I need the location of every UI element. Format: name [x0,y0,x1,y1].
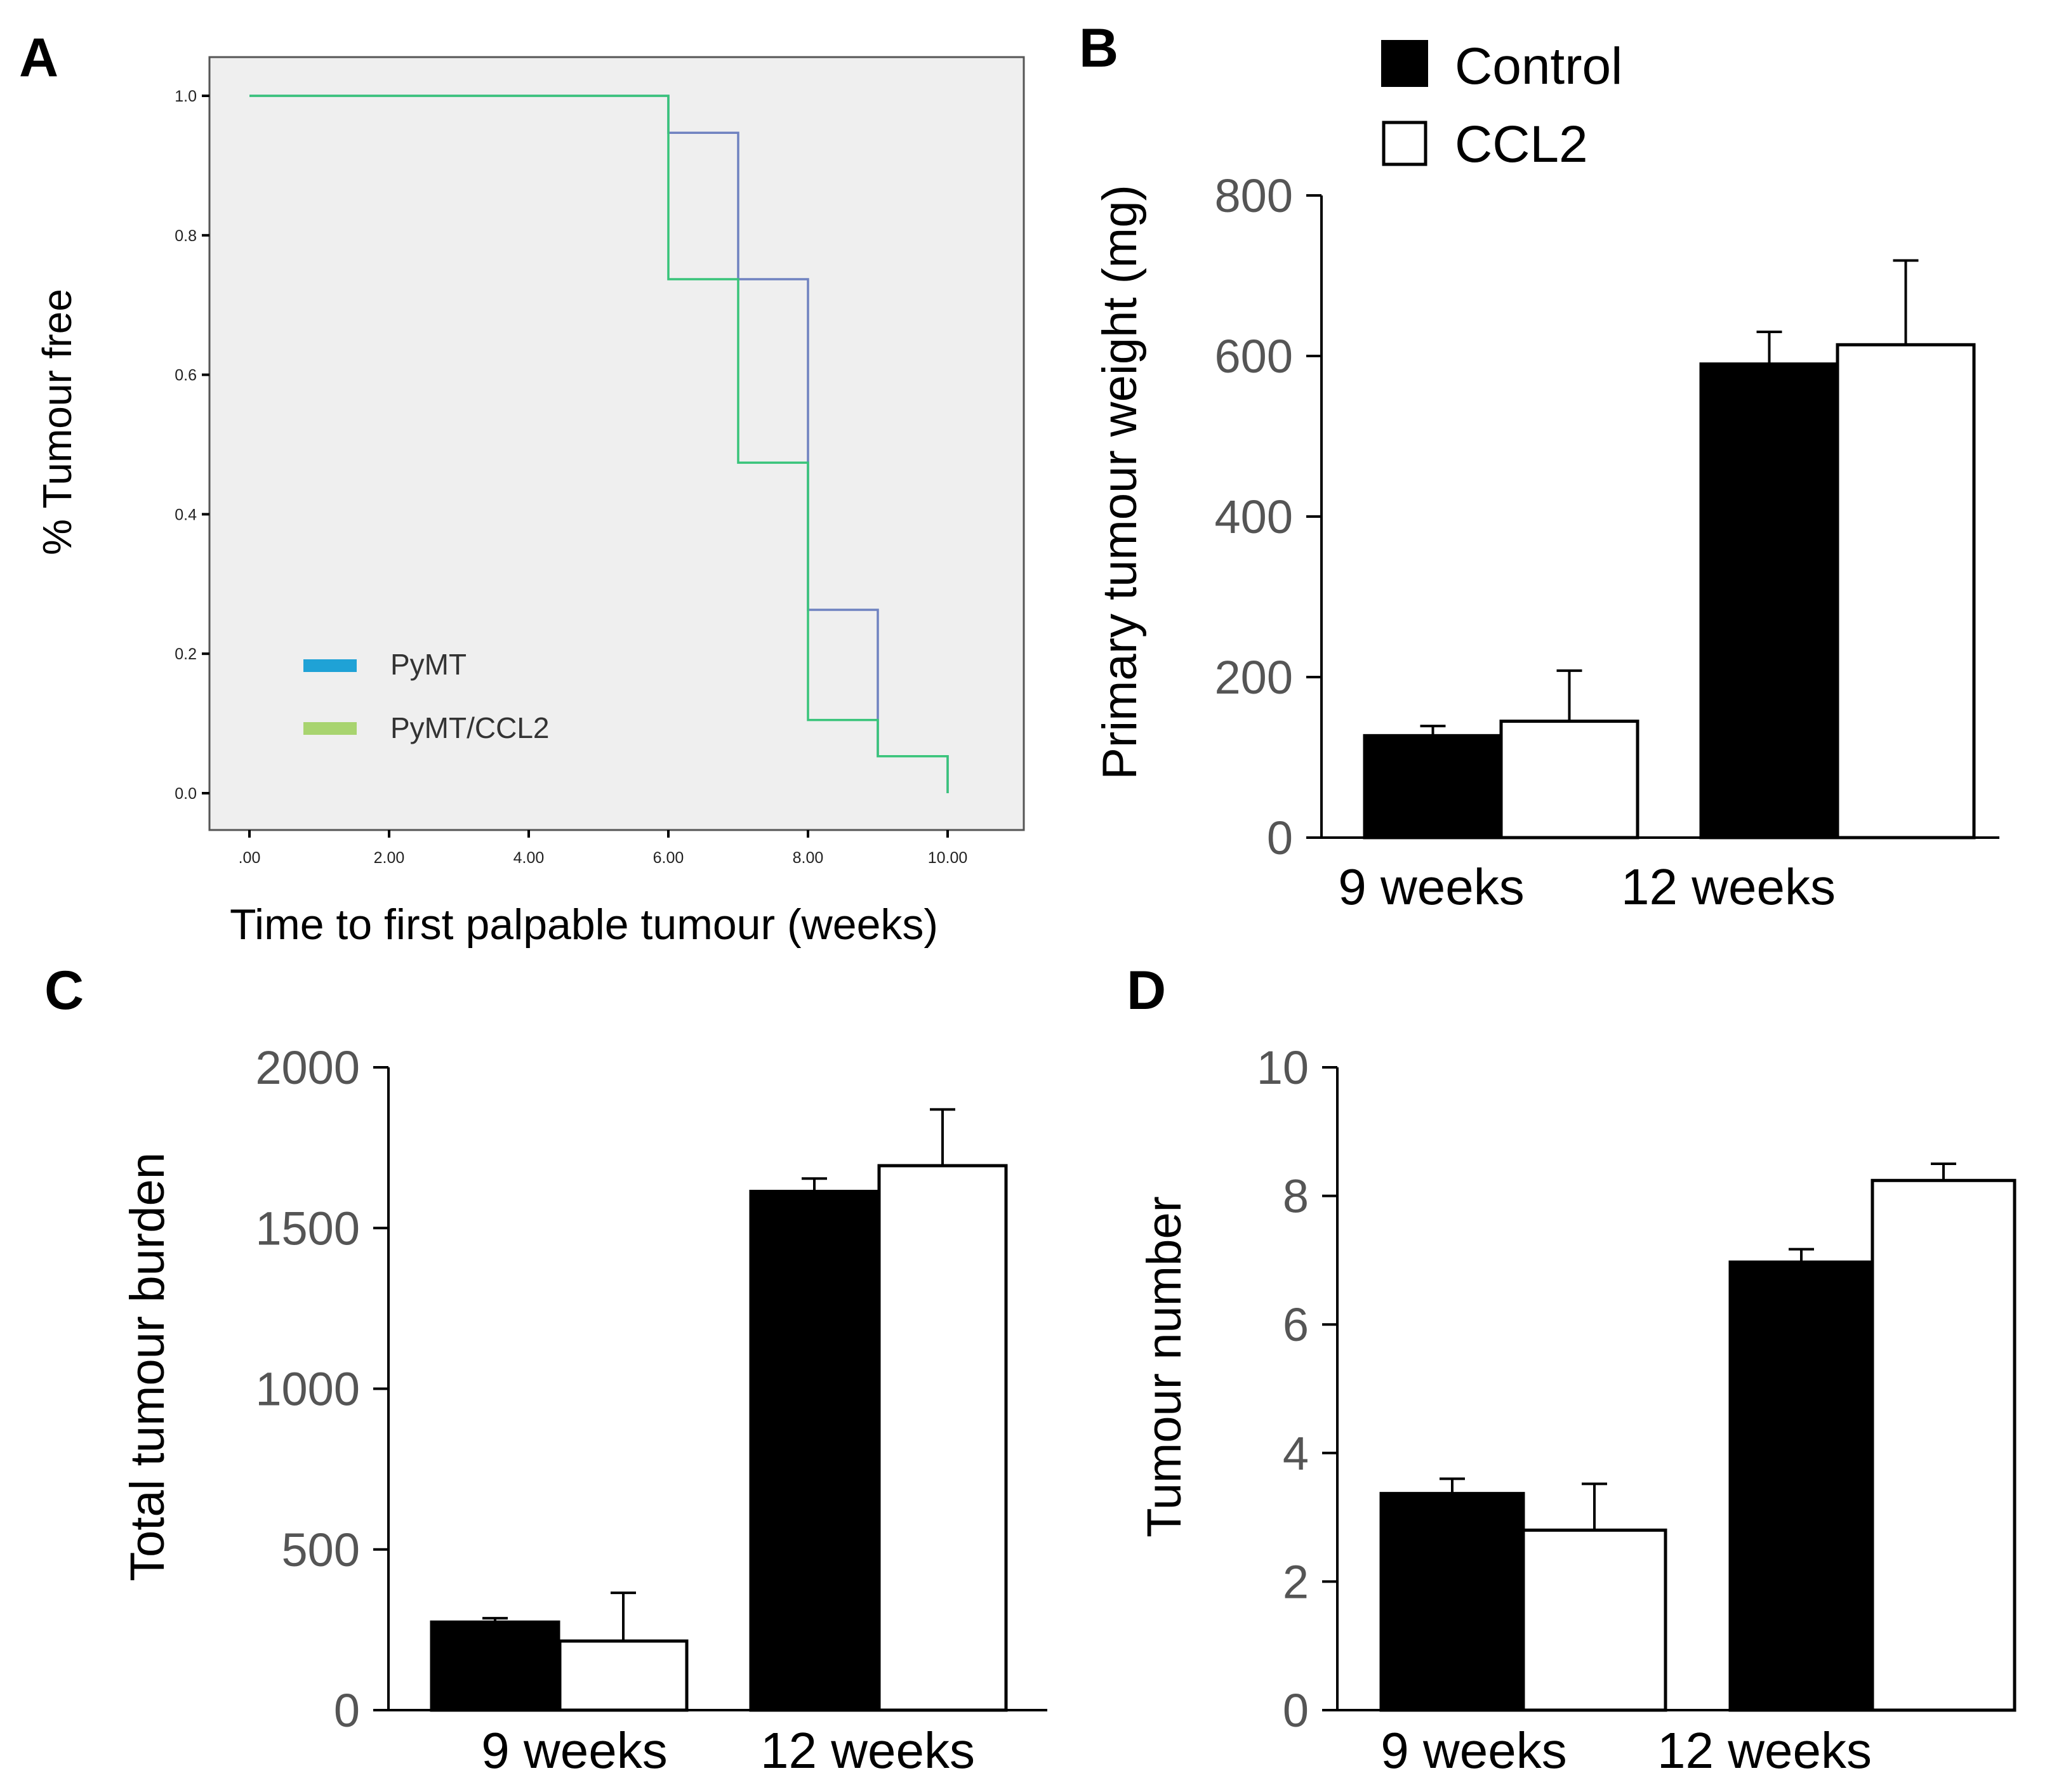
y-tick-label: 4 [1283,1427,1309,1480]
y-tick-label: 0 [1267,812,1293,864]
x-tick-label: 4.00 [513,849,545,867]
chart-c: 0 500 1000 1500 2000 9 weeks 12 weeks Total tu… [121,1041,1047,1779]
chart-d: 0 2 4 6 8 10 9 weeks 12 weeks Tumour number [1137,1041,2016,1779]
y-tick-label: 400 [1215,491,1293,543]
y-tick-label: 2000 [255,1041,360,1094]
panel-label-d: D [1127,960,1166,1021]
y-tick-label: 1500 [255,1202,360,1255]
bar-control-9-weeks [1363,734,1503,840]
y-tick-label: 0 [334,1684,360,1737]
category-label: 12 weeks [760,1722,975,1779]
y-tick-label: 0.0 [175,785,197,803]
x-tick-label: 2.00 [374,849,405,867]
chart-a: 0.0 0.2 0.4 0.6 0.8 1.0 .00 2.00 4.00 6.00 8.00 10… [34,56,1025,949]
y-tick-label: 1000 [255,1363,360,1416]
bar-control-9-weeks [1379,1492,1525,1712]
x-tick-label: .00 [239,849,261,867]
y-tick-label: 0 [1283,1684,1309,1737]
chart-a-x-ticks: .00 2.00 4.00 6.00 8.00 10.00 [239,830,968,867]
bar-control-12-weeks [1728,1260,1874,1712]
chart-a-plot-background [208,56,1025,831]
legend-swatch-pymt-ccl2 [303,722,357,735]
y-tick-label: 10 [1257,1041,1309,1094]
chart-d-axes: 0 2 4 6 8 10 9 weeks 12 weeks [1257,1041,2009,1779]
bar-control-9-weeks [430,1620,560,1712]
chart-a-legend: PyMT PyMT/CCL2 [303,648,549,744]
bar-control-12-weeks [1699,362,1839,840]
panel-label-c: C [44,960,84,1021]
chart-c-axes: 0 500 1000 1500 2000 9 weeks 12 weeks [255,1041,1047,1779]
chart-d-bars [1379,1162,2016,1712]
y-tick-label: 0.4 [175,506,197,524]
y-tick-label: 200 [1215,651,1293,704]
chart-c-bars [430,1108,1008,1712]
bar-ccl2-9-weeks [558,1639,689,1712]
y-tick-label: 0.6 [175,367,197,385]
panel-label-b: B [1079,18,1118,79]
y-tick-label: 1.0 [175,88,197,105]
bar-ccl2-12-weeks [1871,1178,2016,1712]
y-tick-label: 6 [1283,1298,1309,1351]
legend-swatch-control [1381,40,1428,87]
chart-b: Control CCL2 0 200 400 600 800 9 weeks 12 week… [1093,37,1999,915]
chart-b-y-label: Primary tumour weight (mg) [1093,185,1147,780]
legend-label-pymt-ccl2: PyMT/CCL2 [390,711,549,744]
y-tick-label: 600 [1215,330,1293,383]
y-tick-label: 0.8 [175,227,197,245]
chart-a-x-label: Time to first palpable tumour (weeks) [230,900,938,949]
chart-a-lines [249,95,949,793]
x-tick-label: 8.00 [793,849,824,867]
legend-label-pymt: PyMT [390,648,467,681]
bar-control-12-weeks [749,1190,880,1712]
chart-a-y-label: % Tumour free [34,289,80,555]
y-tick-label: 8 [1283,1170,1309,1223]
x-tick-label: 10.00 [928,849,968,867]
chart-b-bars [1363,259,1976,840]
chart-c-y-label: Total tumour burden [121,1152,175,1581]
category-label: 9 weeks [1381,1722,1566,1779]
category-label: 9 weeks [481,1722,667,1779]
legend-swatch-pymt [303,659,357,672]
legend-label-ccl2: CCL2 [1455,115,1588,173]
panel-label-a: A [19,27,58,88]
y-tick-label: 500 [282,1524,360,1576]
chart-b-legend: Control CCL2 [1381,37,1622,173]
y-tick-label: 2 [1283,1555,1309,1608]
bar-ccl2-12-weeks [1836,343,1976,840]
bar-ccl2-12-weeks [877,1164,1008,1712]
bar-ccl2-9-weeks [1521,1528,1667,1712]
chart-d-y-label: Tumour number [1137,1196,1191,1538]
y-tick-label: 800 [1215,169,1293,222]
chart-a-y-ticks: 0.0 0.2 0.4 0.6 0.8 1.0 [175,88,209,803]
category-label: 12 weeks [1621,859,1836,915]
category-label: 9 weeks [1338,859,1524,915]
bar-ccl2-9-weeks [1499,720,1639,840]
x-tick-label: 6.00 [653,849,684,867]
y-tick-label: 0.2 [175,645,197,663]
category-label: 12 weeks [1657,1722,1872,1779]
legend-swatch-ccl2 [1382,121,1427,166]
survival-line-pymt-ccl2 [249,95,949,793]
legend-label-control: Control [1455,37,1622,95]
